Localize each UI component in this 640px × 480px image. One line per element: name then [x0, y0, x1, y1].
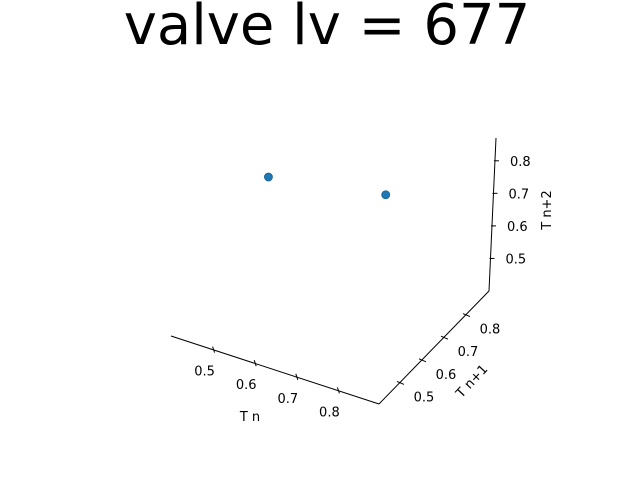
- z-tick-label: 0.7: [508, 187, 529, 202]
- z-axis: 0.5 0.6 0.7 0.8 T n+2: [488, 137, 555, 292]
- data-point: [264, 172, 273, 182]
- y-tick-label: 0.5: [414, 390, 435, 405]
- z-axis-label: T n+2: [540, 190, 555, 230]
- x-tick-label: 0.6: [236, 378, 257, 393]
- x-axis: 0.5 0.6 0.7 0.8 T n: [170, 335, 380, 425]
- y-tick-mark: [462, 313, 471, 318]
- z-tick-label: 0.6: [507, 220, 528, 235]
- x-tick-mark: [295, 373, 299, 380]
- y-axis-line: [378, 290, 490, 405]
- y-tick-label: 0.8: [480, 323, 501, 338]
- y-tick-label: 0.7: [458, 345, 479, 360]
- y-tick-mark: [418, 358, 427, 363]
- y-axis: 0.50.60.70.8 T n+1: [378, 290, 501, 405]
- x-tick-mark: [336, 387, 340, 394]
- chart-title: valve lv = 677: [123, 0, 531, 58]
- y-tick-mark: [396, 380, 405, 385]
- z-axis-line: [488, 137, 497, 292]
- x-tick-label: 0.7: [277, 392, 298, 407]
- data-point: [381, 190, 391, 200]
- x-tick-mark: [212, 346, 216, 353]
- z-tick-label: 0.8: [510, 155, 531, 170]
- x-tick-label: 0.5: [194, 365, 215, 380]
- x-tick-mark: [253, 360, 257, 367]
- z-tick-label: 0.5: [505, 252, 526, 267]
- x-axis-ticks: 0.5 0.6 0.7 0.8: [194, 346, 340, 420]
- x-tick-label: 0.8: [319, 405, 340, 420]
- y-tick-mark: [440, 335, 449, 340]
- data-points: [264, 172, 391, 200]
- y-tick-label: 0.6: [436, 368, 457, 383]
- x-axis-line: [170, 335, 380, 405]
- y-axis-label: T n+1: [453, 362, 492, 402]
- z-axis-ticks: 0.5 0.6 0.7 0.8: [489, 155, 531, 267]
- y-axis-ticks: 0.50.60.70.8: [396, 313, 501, 405]
- x-axis-label: T n: [239, 410, 260, 425]
